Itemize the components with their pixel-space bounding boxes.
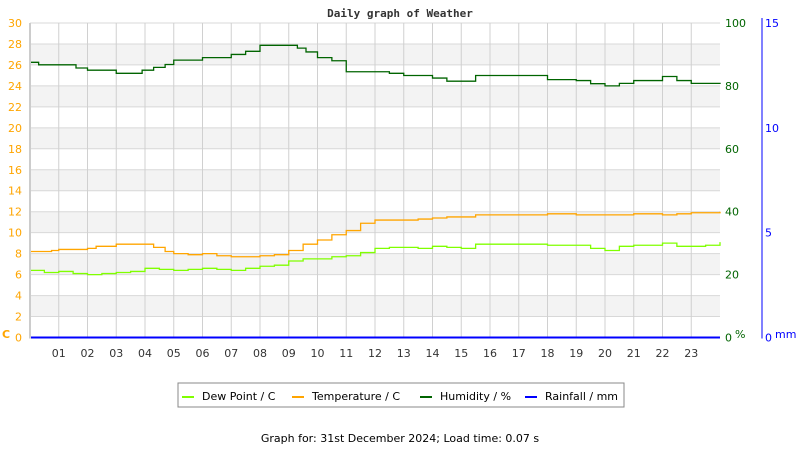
series-line-temperature [30, 211, 721, 258]
rain-tick-label: 15 [765, 17, 779, 30]
x-tick-label: 11 [339, 347, 353, 360]
left-tick-label: 28 [8, 38, 22, 51]
x-tick-label: 01 [52, 347, 66, 360]
left-tick-label: 4 [15, 290, 22, 303]
right-tick-label: 80 [725, 80, 739, 93]
right-tick-label: 40 [725, 206, 739, 219]
rain-axis-unit: mm [775, 328, 796, 341]
left-tick-label: 22 [8, 101, 22, 114]
left-axis-unit: C [2, 328, 10, 341]
legend-label: Rainfall / mm [545, 390, 618, 403]
legend-label: Dew Point / C [202, 390, 276, 403]
x-tick-label: 05 [167, 347, 181, 360]
left-tick-label: 14 [8, 185, 22, 198]
x-tick-label: 19 [569, 347, 583, 360]
x-tick-label: 15 [454, 347, 468, 360]
x-tick-label: 07 [224, 347, 238, 360]
footer-text: Graph for: 31st December 2024; Load time… [261, 432, 540, 445]
x-tick-label: 18 [541, 347, 555, 360]
right-tick-label: 100 [725, 17, 746, 30]
legend-label: Temperature / C [311, 390, 400, 403]
right-tick-label: 20 [725, 269, 739, 282]
x-tick-label: 02 [81, 347, 95, 360]
left-tick-label: 20 [8, 122, 22, 135]
x-tick-label: 21 [627, 347, 641, 360]
series-line-humidity [30, 44, 721, 87]
rain-tick-label: 10 [765, 122, 779, 135]
left-tick-label: 2 [15, 311, 22, 324]
right-tick-label: 60 [725, 143, 739, 156]
left-tick-label: 8 [15, 248, 22, 261]
right-tick-label: 0 [725, 332, 732, 345]
legend [177, 382, 625, 408]
x-tick-label: 22 [656, 347, 670, 360]
x-tick-label: 23 [684, 347, 698, 360]
x-tick-label: 14 [426, 347, 440, 360]
left-tick-label: 0 [15, 332, 22, 345]
x-tick-label: 06 [196, 347, 210, 360]
right-axis-unit: % [735, 328, 745, 341]
x-tick-label: 09 [282, 347, 296, 360]
left-tick-label: 26 [8, 59, 22, 72]
x-tick-label: 08 [253, 347, 267, 360]
left-tick-label: 18 [8, 143, 22, 156]
x-tick-label: 17 [512, 347, 526, 360]
chart-title: Daily graph of Weather [327, 7, 473, 20]
x-tick-label: 10 [311, 347, 325, 360]
left-tick-label: 30 [8, 17, 22, 30]
x-tick-label: 20 [598, 347, 612, 360]
x-tick-label: 16 [483, 347, 497, 360]
legend-label: Humidity / % [440, 390, 511, 403]
left-tick-label: 24 [8, 80, 22, 93]
x-tick-label: 13 [397, 347, 411, 360]
x-tick-label: 12 [368, 347, 382, 360]
x-tick-label: 03 [109, 347, 123, 360]
x-tick-label: 04 [138, 347, 152, 360]
series-line-dew [30, 242, 721, 276]
left-tick-label: 16 [8, 164, 22, 177]
left-tick-label: 12 [8, 206, 22, 219]
left-tick-label: 10 [8, 227, 22, 240]
rain-tick-label: 5 [765, 227, 772, 240]
left-tick-label: 6 [15, 269, 22, 282]
rain-tick-label: 0 [765, 332, 772, 345]
